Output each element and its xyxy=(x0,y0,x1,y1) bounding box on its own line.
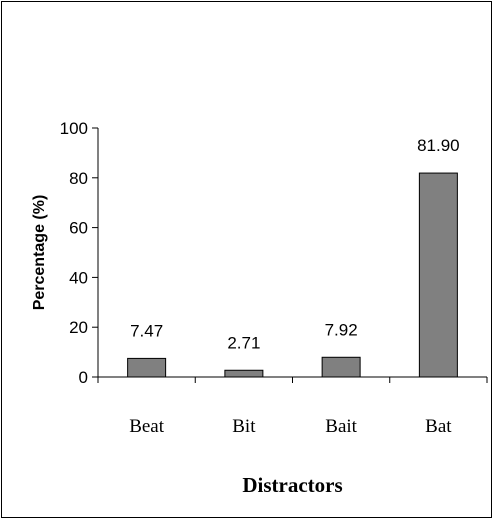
labels: 0 20 40 60 80 100 7.47 Beat 2.71 Bit 7.92 Bait 81.90… xyxy=(60,119,460,437)
y-tick-label: 0 xyxy=(79,368,88,387)
bar xyxy=(418,172,458,378)
data-label: 7.92 xyxy=(325,320,358,339)
data-label: 7.47 xyxy=(130,321,163,340)
bars xyxy=(127,172,458,378)
bar xyxy=(321,356,361,378)
x-tick-label: Bat xyxy=(425,416,452,437)
data-label: 2.71 xyxy=(227,333,260,352)
y-tick-label: 100 xyxy=(60,119,88,138)
y-tick-label: 40 xyxy=(69,268,88,287)
x-tick-label: Bit xyxy=(232,416,256,437)
x-axis-label: Distractors xyxy=(242,473,342,497)
bar xyxy=(127,357,167,378)
y-axis-label: Percentage (%) xyxy=(31,195,48,311)
bar xyxy=(224,369,264,378)
y-tick-label: 80 xyxy=(69,169,88,188)
y-tick-label: 60 xyxy=(69,219,88,238)
x-tick-label: Beat xyxy=(129,416,165,437)
x-tick-label: Bait xyxy=(325,416,357,437)
data-label: 81.90 xyxy=(417,136,460,155)
y-tick-label: 20 xyxy=(69,318,88,337)
